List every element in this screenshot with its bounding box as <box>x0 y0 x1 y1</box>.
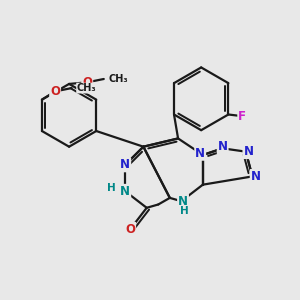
Text: N: N <box>243 145 254 158</box>
Text: CH₃: CH₃ <box>109 74 128 84</box>
Text: F: F <box>238 110 246 123</box>
Text: N: N <box>195 147 205 160</box>
Text: O: O <box>125 223 135 236</box>
Text: H: H <box>107 183 116 193</box>
Text: H: H <box>180 206 189 216</box>
Text: N: N <box>120 158 130 171</box>
Text: N: N <box>218 140 228 153</box>
Text: N: N <box>251 170 261 183</box>
Text: O: O <box>50 85 60 98</box>
Text: CH₃: CH₃ <box>76 83 96 93</box>
Text: O: O <box>82 76 92 89</box>
Text: N: N <box>120 185 130 198</box>
Text: N: N <box>178 195 188 208</box>
